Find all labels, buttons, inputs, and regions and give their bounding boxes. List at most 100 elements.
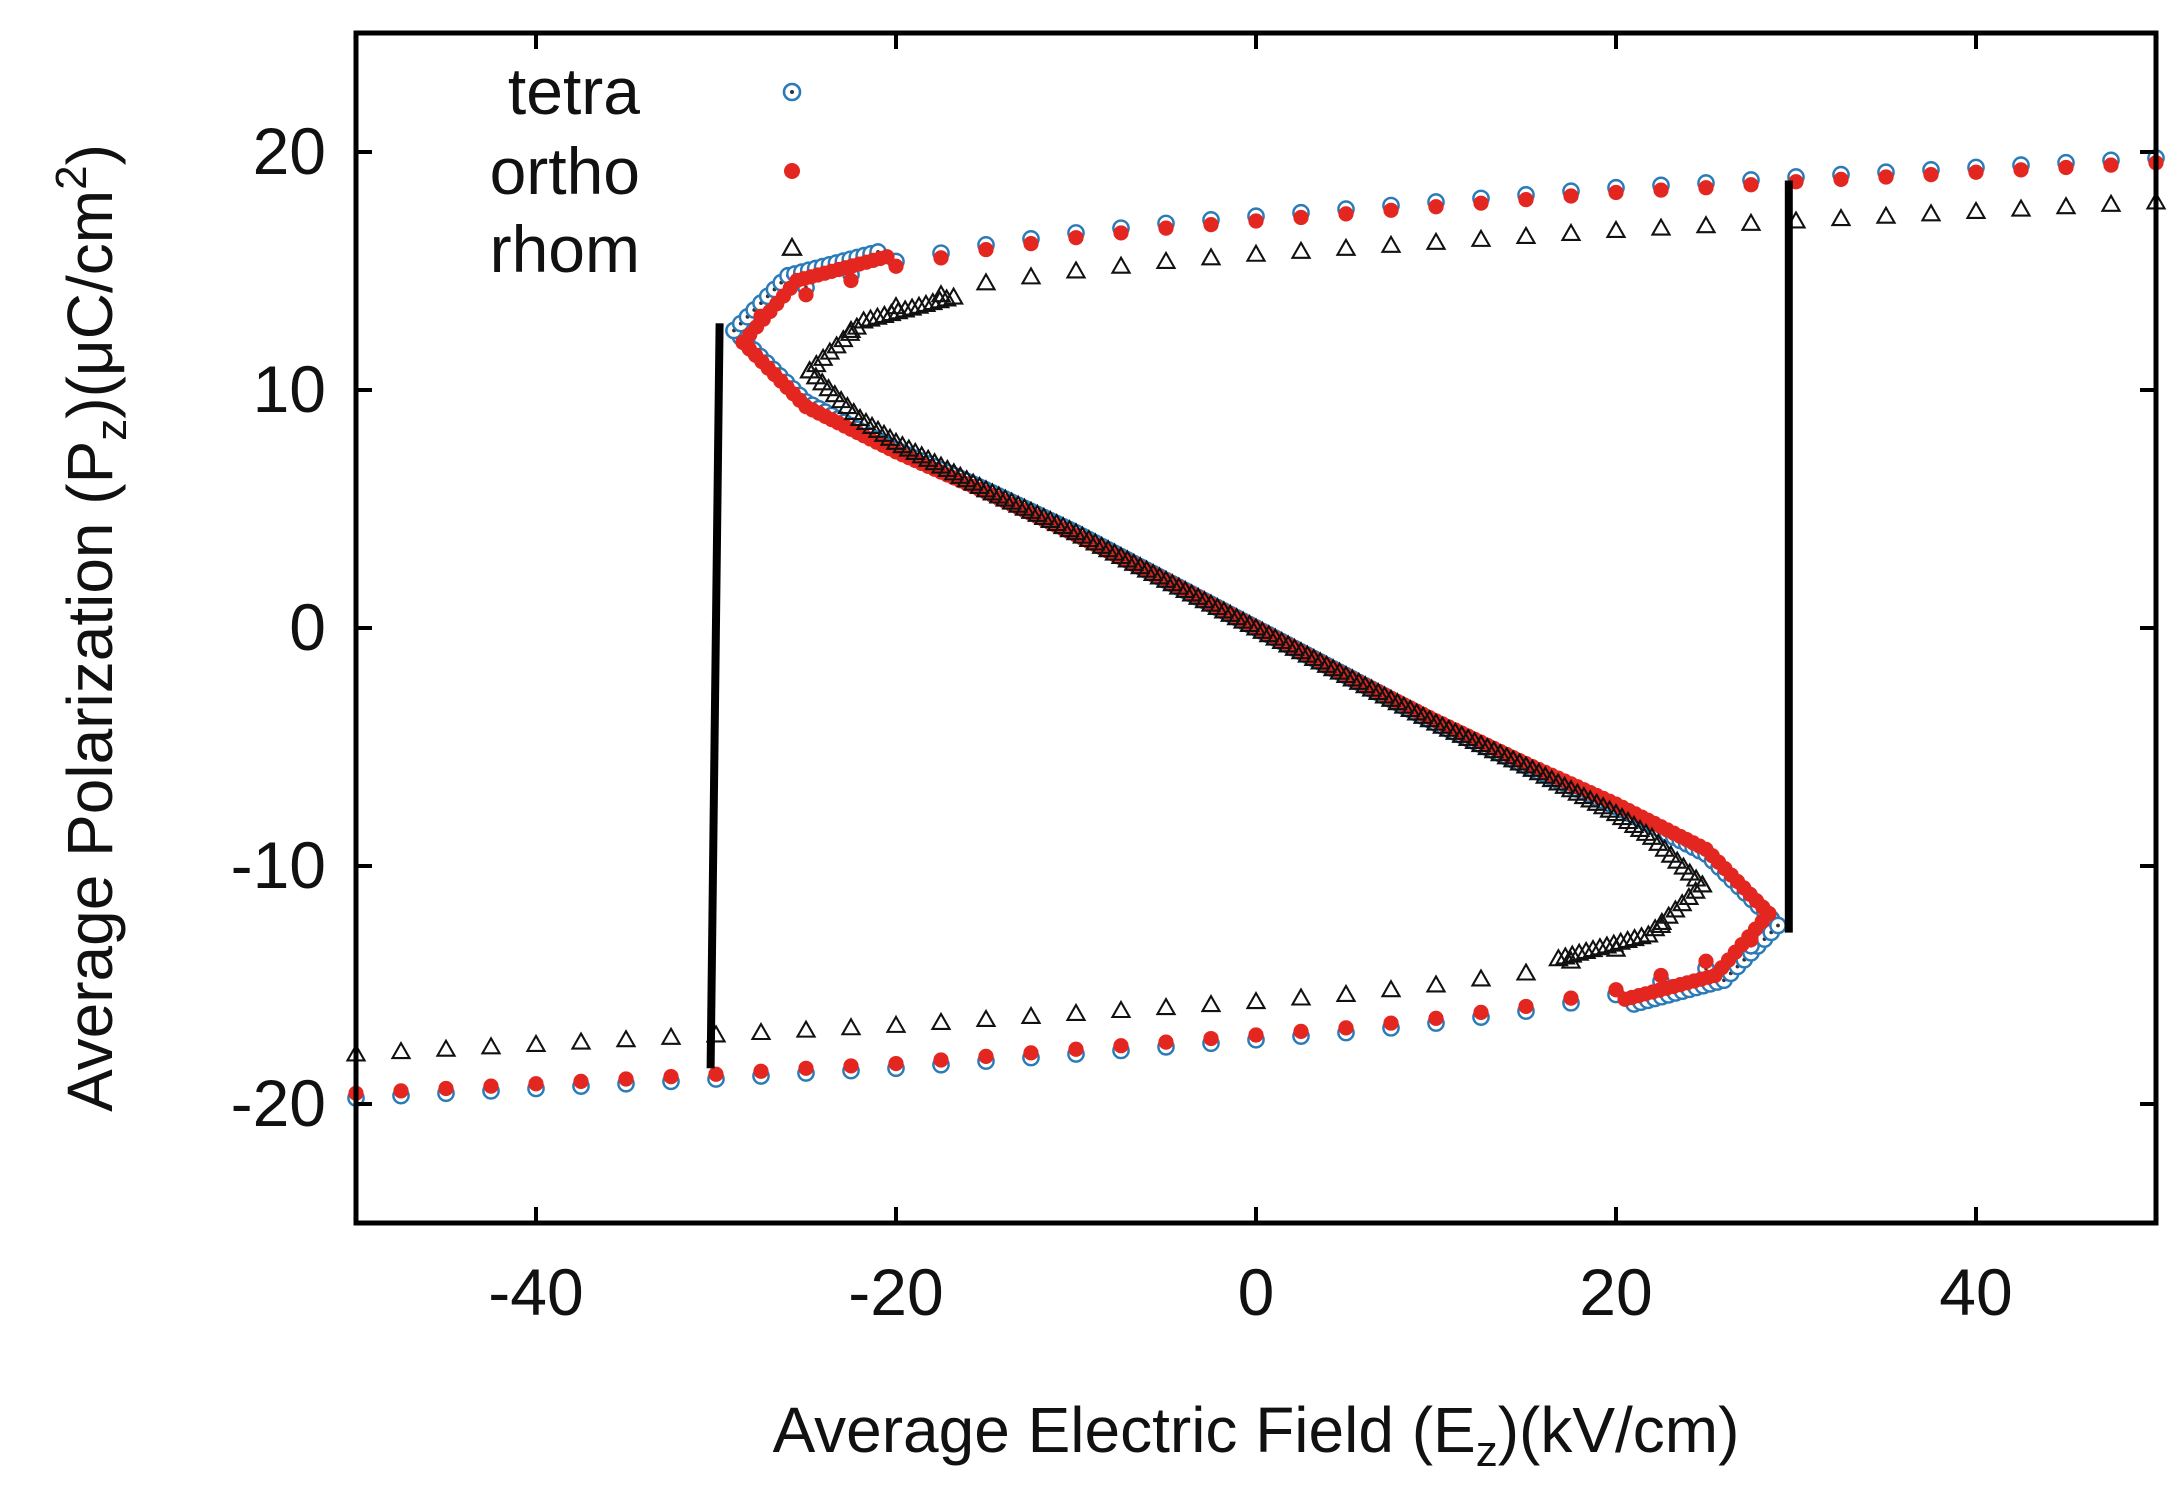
point-rhom-237 <box>1335 983 1357 1002</box>
legend-label-tetra: tetra <box>508 54 640 128</box>
point-ortho-239 <box>438 1080 454 1097</box>
point-rhom-8 <box>1200 247 1222 266</box>
point-rhom-12 <box>1380 234 1402 253</box>
point-ortho-6 <box>1023 236 1039 252</box>
point-rhom-226 <box>840 1017 862 1036</box>
point-ortho-21 <box>1698 180 1714 196</box>
point-ortho-26 <box>1923 167 1939 183</box>
point-ortho-256 <box>1203 1030 1219 1047</box>
point-ortho-268 <box>1743 932 1759 948</box>
point-ortho-246 <box>753 1063 769 1079</box>
point-rhom-19 <box>1695 215 1717 234</box>
point-rhom-204 <box>1624 928 1645 947</box>
point-rhom-210 <box>1665 899 1686 918</box>
point-ortho-18 <box>1563 188 1579 204</box>
point-rhom-14 <box>1470 228 1492 247</box>
point-ortho-264 <box>1563 990 1579 1006</box>
point-rhom-230 <box>1020 1005 1042 1024</box>
point-rhom-188 <box>915 293 937 312</box>
y-axis-label-group: Average Polarization (Pz)(μC/cm2) <box>47 144 136 1112</box>
series-layer <box>345 149 2167 1107</box>
point-rhom-187 <box>908 295 930 314</box>
x-tick-label-2: 0 <box>1238 1255 1275 1329</box>
point-rhom-217 <box>435 1038 457 1057</box>
point-rhom-207 <box>1644 918 1666 937</box>
point-ortho-259 <box>1338 1020 1354 1036</box>
point-rhom-238 <box>1380 979 1402 998</box>
point-ortho-241 <box>528 1076 544 1092</box>
point-rhom-240 <box>1470 968 1492 987</box>
point-ortho-27 <box>1968 164 1984 180</box>
point-rhom-235 <box>1245 991 1267 1010</box>
point-ortho-238 <box>393 1083 409 1099</box>
point-rhom-28 <box>2100 193 2122 212</box>
point-rhom-183 <box>880 303 902 322</box>
switch-lines <box>706 180 1793 1069</box>
point-rhom-242 <box>1560 950 1582 969</box>
point-rhom-221 <box>615 1029 637 1048</box>
point-rhom-219 <box>525 1033 547 1052</box>
point-ortho-243 <box>618 1071 634 1087</box>
point-ortho-20 <box>1653 182 1669 198</box>
legend-marker-ortho <box>784 163 800 179</box>
y-tick-label-4: 20 <box>253 114 326 188</box>
point-rhom-196 <box>1568 942 1590 961</box>
point-rhom-27 <box>2055 196 2077 215</box>
point-ortho-1 <box>798 287 814 303</box>
point-ortho-28 <box>2013 162 2029 178</box>
point-ortho-257 <box>1248 1027 1264 1043</box>
point-rhom-173 <box>812 347 834 366</box>
point-rhom-17 <box>1605 219 1627 238</box>
point-ortho-22 <box>1743 177 1759 193</box>
point-rhom-23 <box>1875 205 1897 224</box>
point-rhom-174 <box>819 341 841 360</box>
point-rhom-6 <box>1110 255 1132 274</box>
point-rhom-172 <box>805 354 827 373</box>
point-rhom-244 <box>1650 914 1672 933</box>
point-ortho-10 <box>1203 216 1219 233</box>
legend: tetra ortho rhom <box>490 54 803 286</box>
point-ortho-13 <box>1338 206 1354 222</box>
point-rhom-216 <box>390 1040 412 1060</box>
y-axis-label: Average Polarization (Pz)(μC/cm2) <box>47 144 136 1112</box>
point-ortho-252 <box>1023 1045 1039 1061</box>
point-ortho-242 <box>573 1073 589 1089</box>
point-rhom-191 <box>936 288 958 307</box>
point-rhom-234 <box>1200 993 1222 1013</box>
legend-marker-rhom <box>781 236 803 256</box>
point-rhom-193 <box>1548 948 1569 967</box>
point-rhom-10 <box>1290 240 1312 259</box>
point-rhom-225 <box>795 1019 817 1038</box>
point-rhom-239 <box>1425 974 1447 993</box>
point-ortho-236 <box>1761 906 1777 922</box>
point-rhom-232 <box>1110 999 1132 1019</box>
legend-symbol-tetra <box>782 82 802 102</box>
point-rhom-228 <box>930 1011 952 1030</box>
point-rhom-209 <box>1658 905 1680 924</box>
legend-symbol-rhom <box>781 236 803 256</box>
point-ortho-263 <box>1518 998 1534 1015</box>
point-rhom-203 <box>1617 929 1638 948</box>
legend-marker-tetra <box>782 82 802 102</box>
point-ortho-214 <box>879 249 895 265</box>
x-tick-label-4: 40 <box>1939 1255 2012 1329</box>
point-rhom-185 <box>894 299 916 318</box>
y-tick-label-1: -10 <box>231 828 326 902</box>
point-ortho-261 <box>1428 1010 1444 1026</box>
point-rhom-241 <box>1515 962 1537 981</box>
point-rhom-213 <box>1685 880 1707 899</box>
point-ortho-266 <box>1653 967 1669 984</box>
point-rhom-220 <box>570 1031 592 1050</box>
point-ortho-25 <box>1878 169 1894 185</box>
point-rhom-25 <box>1965 200 1987 219</box>
point-rhom-197 <box>1575 940 1597 959</box>
point-ortho-16 <box>1473 195 1489 211</box>
point-ortho-267 <box>1698 953 1714 969</box>
left-switch-line <box>706 323 724 1069</box>
point-ortho-15 <box>1428 199 1444 215</box>
point-rhom-16 <box>1560 222 1582 241</box>
point-rhom-214 <box>1692 874 1713 893</box>
point-ortho-262 <box>1473 1004 1489 1020</box>
point-ortho-29 <box>2058 159 2074 176</box>
